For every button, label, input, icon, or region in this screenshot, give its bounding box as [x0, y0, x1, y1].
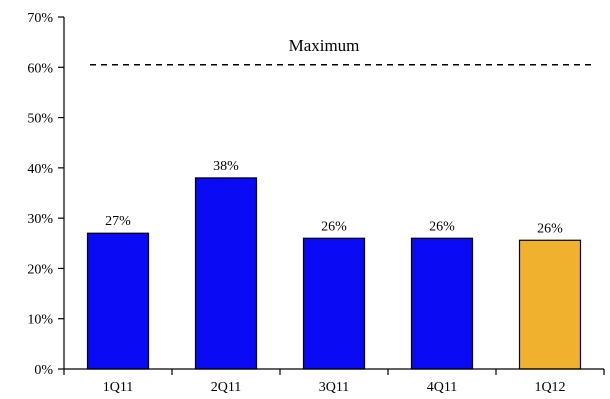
y-tick-label: 60% [27, 61, 53, 76]
x-tick-label: 2Q11 [211, 380, 242, 395]
y-axis: 0% 10% 20% 30% 40% 50% 60% 70% [27, 11, 65, 378]
bar-3q11 [302, 237, 366, 370]
data-labels: 27% 38% 26% 26% 26% [105, 159, 563, 236]
x-tick-label: 4Q11 [427, 380, 458, 395]
maximum-reference: Maximum [90, 36, 592, 66]
data-label: 27% [105, 214, 131, 229]
y-tick-label: 30% [27, 212, 53, 227]
y-tick-label: 10% [27, 313, 53, 328]
x-axis: 1Q11 2Q11 3Q11 4Q11 1Q12 [63, 368, 605, 395]
x-tick-label: 1Q12 [534, 380, 565, 395]
y-tick-label: 20% [27, 262, 53, 277]
x-tick-label: 1Q11 [103, 380, 134, 395]
data-label: 26% [537, 221, 563, 236]
bar-1q11 [86, 232, 150, 370]
x-tick-label: 3Q11 [319, 380, 350, 395]
maximum-reference-label: Maximum [289, 36, 360, 55]
bar-1q12 [518, 239, 582, 370]
bars [86, 177, 582, 370]
bar-4q11 [410, 237, 474, 370]
y-tick-label: 50% [27, 112, 53, 127]
y-tick-label: 0% [34, 363, 53, 378]
bar-2q11 [194, 177, 258, 370]
data-label: 26% [321, 219, 347, 234]
y-tick-label: 40% [27, 162, 53, 177]
data-label: 26% [429, 219, 455, 234]
y-tick-label: 70% [27, 11, 53, 26]
data-label: 38% [213, 159, 239, 174]
